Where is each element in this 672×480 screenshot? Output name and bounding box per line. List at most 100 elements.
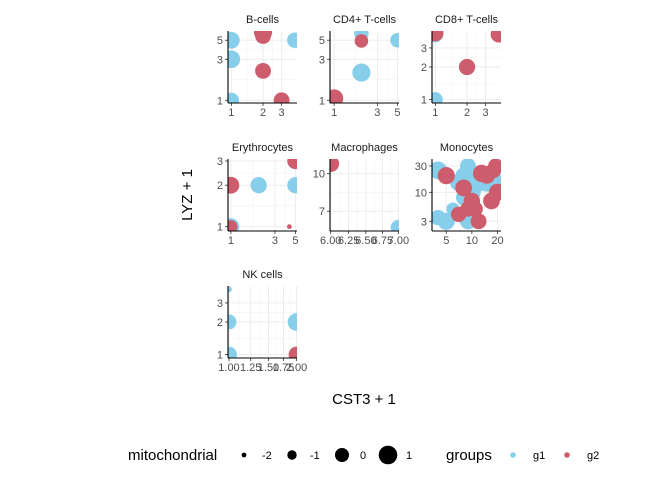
facet-macrophages: Macrophages 6.006.256.506.757.00 7 10: [313, 142, 409, 247]
data-point-g1: [352, 63, 371, 82]
facet-title: Macrophages: [331, 142, 398, 154]
data-point-g2: [490, 31, 501, 43]
y-tick-label: 3: [217, 298, 223, 310]
data-point-g2: [488, 159, 501, 174]
legend-size-key: [335, 448, 349, 462]
data-point-g1: [390, 32, 399, 48]
y-tick-label: 3: [421, 43, 427, 55]
data-point-g1: [228, 286, 232, 293]
facet-points: [228, 159, 297, 231]
y-tick-label: 30: [415, 161, 427, 173]
y-tick-label: 1: [319, 95, 325, 107]
data-point-g1: [287, 177, 297, 194]
legend-size-key: [378, 445, 398, 465]
data-point-g1: [228, 314, 237, 330]
x-tick-label: 3: [483, 107, 489, 119]
legend-color-title: groups: [446, 447, 492, 464]
x-tick-label: 1.00: [218, 362, 239, 374]
legend-color-key-g2: [564, 452, 570, 458]
x-tick-label: 5: [443, 235, 449, 247]
data-point-g2: [437, 167, 455, 185]
y-tick-label: 3: [421, 216, 427, 228]
facet-cd8-t-cells: CD8+ T-cells 1 2 3 1 2 3: [421, 14, 501, 119]
y-tick-label: 1: [421, 95, 427, 107]
x-tick-label: 6.50: [355, 235, 376, 247]
y-tick-label: 1: [217, 95, 223, 107]
y-tick-label: 3: [319, 54, 325, 66]
facet-nk-cells: NK cells 1.00 1.251.501.752.00 1 2 3: [217, 269, 307, 374]
x-tick-label: 3: [272, 235, 278, 247]
data-point-g2: [330, 159, 340, 173]
facet-title: Erythrocytes: [232, 142, 294, 154]
x-tick-label: 2: [260, 107, 266, 119]
x-tick-label: 1: [432, 107, 438, 119]
facet-title: CD8+ T-cells: [435, 14, 499, 26]
legend-color-key-g1: [510, 452, 516, 458]
y-tick-label: 7: [319, 206, 325, 218]
x-tick-label: 2: [464, 107, 470, 119]
x-tick-label: 20: [491, 235, 503, 247]
data-point-g2: [488, 183, 501, 201]
data-point-g1: [287, 313, 297, 331]
facet-title: Monocytes: [440, 142, 494, 154]
x-tick-label: 3: [374, 107, 380, 119]
data-point-g2: [228, 220, 238, 231]
facet-title: B-cells: [246, 14, 280, 26]
y-tick-label: 2: [421, 62, 427, 74]
x-axis-label: CST3 + 1: [332, 391, 396, 408]
facet-points: [330, 31, 399, 103]
legend-size-keys: -2 -1 0 1: [241, 445, 412, 465]
data-point-g1: [228, 50, 241, 69]
data-point-g2: [470, 213, 487, 230]
x-tick-label: 10: [466, 235, 478, 247]
x-tick-label: 1.50: [258, 362, 279, 374]
x-tick-label: 1: [228, 235, 234, 247]
data-point-g2: [354, 34, 369, 48]
data-point-g2: [288, 346, 297, 358]
legend: mitochondrial groups -2 -1 0 1 g1 g2: [128, 445, 599, 465]
legend-size-title: mitochondrial: [128, 447, 217, 464]
y-axis-label: LYZ + 1: [179, 169, 196, 221]
facet-points: [228, 31, 297, 103]
x-tick-label: 1.25: [240, 362, 261, 374]
legend-color-label: g1: [533, 450, 545, 462]
data-point-g1: [390, 219, 399, 231]
data-point-g1: [228, 31, 240, 49]
legend-color-label: g2: [587, 450, 599, 462]
data-point-g2: [330, 89, 344, 103]
y-tick-label: 10: [313, 169, 325, 181]
data-point-g2: [455, 179, 472, 197]
facet-points: [330, 159, 399, 231]
y-tick-label: 2: [217, 180, 223, 192]
legend-color-keys: g1 g2: [510, 450, 599, 462]
data-point-g2: [467, 201, 483, 217]
y-tick-label: 5: [319, 35, 325, 47]
facet-points: [432, 159, 501, 230]
y-tick-label: 10: [415, 187, 427, 199]
facet-b-cells: B-cells 1 2 3 1 3 5: [217, 14, 297, 119]
x-tick-label: 1: [228, 107, 234, 119]
data-point-g1: [250, 177, 267, 194]
facet-title: CD4+ T-cells: [333, 14, 397, 26]
data-point-g2: [255, 31, 271, 44]
x-tick-label: 1.75: [273, 362, 294, 374]
legend-size-label: 0: [360, 450, 366, 462]
data-point-g2: [432, 31, 444, 42]
data-point-g1: [432, 209, 446, 226]
data-point-g1: [228, 346, 237, 358]
legend-size-label: -2: [262, 450, 272, 462]
facet-points: [228, 286, 297, 358]
x-tick-label: 6.25: [338, 235, 359, 247]
x-tick-label: 7.00: [388, 235, 409, 247]
legend-size-label: -1: [310, 450, 320, 462]
data-point-g2: [273, 92, 290, 103]
facet-points: [432, 31, 501, 103]
facet-title: NK cells: [242, 269, 283, 281]
x-tick-label: 3: [279, 107, 285, 119]
y-tick-label: 1: [217, 222, 223, 234]
x-tick-label: 6.75: [372, 235, 393, 247]
facet-monocytes: Monocytes 5 10 20 3 10 30: [415, 142, 504, 247]
data-point-g1: [432, 92, 443, 103]
y-tick-label: 5: [217, 35, 223, 47]
